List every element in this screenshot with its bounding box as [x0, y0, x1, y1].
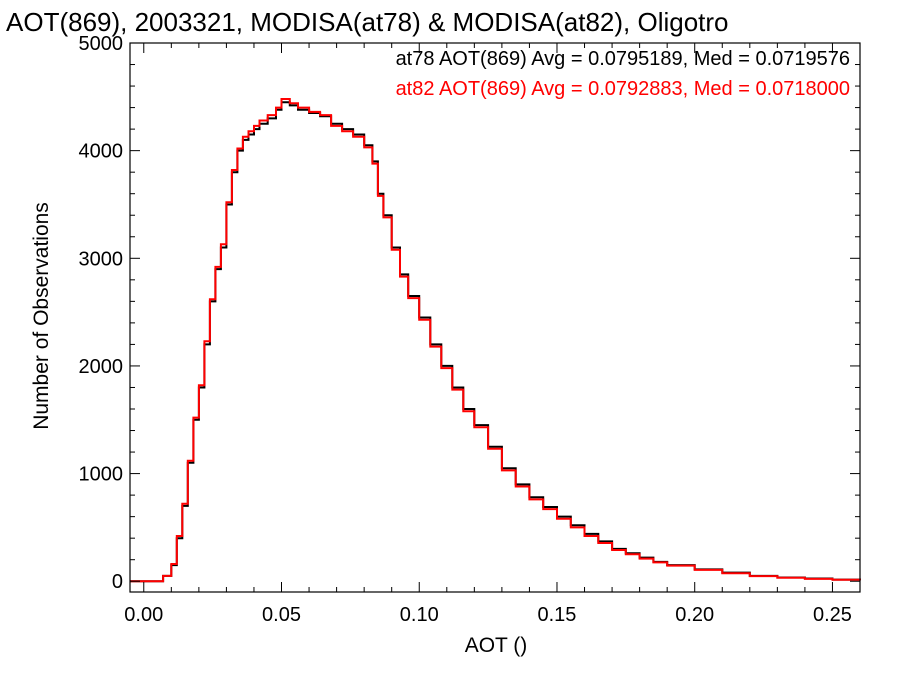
plot-area	[130, 98, 861, 583]
y-tick-label: 3000	[79, 248, 124, 270]
y-tick-label: 1000	[79, 464, 124, 486]
x-axis-ticks: 0.00 0.05 0.10 0.15 0.20 0.25	[124, 43, 861, 626]
y-tick-label: 0	[112, 571, 123, 593]
y-tick-label: 5000	[79, 33, 124, 55]
x-tick-label: 0.15	[538, 604, 577, 626]
y-axis-label: Number of Observations	[30, 202, 53, 430]
y-tick-label: 4000	[79, 141, 124, 163]
chart-title: AOT(869), 2003321, MODISA(at78) & MODISA…	[6, 7, 729, 37]
x-tick-label: 0.20	[675, 604, 714, 626]
annotation-at82-stats: at82 AOT(869) Avg = 0.0792883, Med = 0.0…	[396, 78, 850, 100]
plot-frame	[129, 42, 861, 593]
y-axis-ticks: 0 1000 2000 3000 4000 5000	[79, 33, 860, 593]
y-tick-label: 2000	[79, 356, 124, 378]
x-tick-label: 0.00	[124, 604, 163, 626]
x-tick-label: 0.10	[400, 604, 439, 626]
annotation-at78-stats: at78 AOT(869) Avg = 0.0795189, Med = 0.0…	[396, 48, 850, 70]
x-tick-label: 0.25	[813, 604, 852, 626]
series-line-0	[130, 101, 861, 583]
x-axis-label: AOT ()	[465, 634, 528, 657]
x-tick-label: 0.05	[262, 604, 301, 626]
series-line-1	[130, 98, 861, 583]
